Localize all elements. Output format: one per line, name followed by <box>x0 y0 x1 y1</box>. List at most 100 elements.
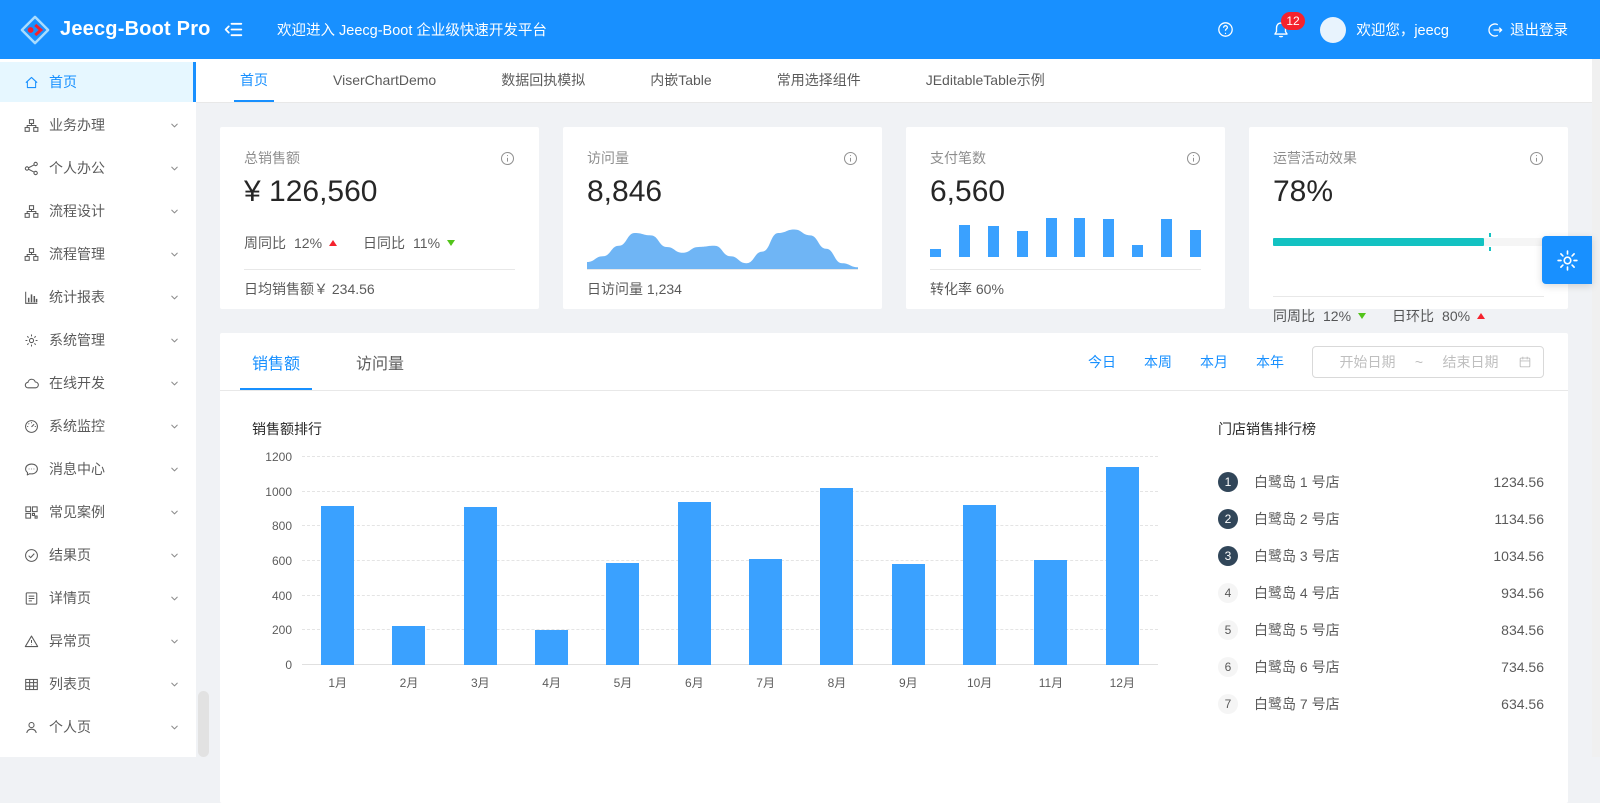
sidebar-item-首页[interactable]: 首页 <box>0 62 196 102</box>
sidebar-item-label: 系统管理 <box>49 330 105 350</box>
table-icon <box>24 677 39 692</box>
mini-bar-3 <box>988 226 999 257</box>
calendar-icon <box>1518 355 1532 369</box>
gear-icon <box>24 333 39 348</box>
chevron-down-icon <box>169 722 180 733</box>
sidebar: 首页业务办理个人办公流程设计流程管理统计报表系统管理在线开发系统监控消息中心常见… <box>0 59 196 757</box>
end-date-placeholder: 结束日期 <box>1427 352 1514 372</box>
logout-button[interactable]: 退出登录 <box>1487 19 1568 40</box>
home-icon <box>24 75 39 90</box>
sidebar-item-label: 详情页 <box>49 588 91 608</box>
x-tick-2月: 2月 <box>373 674 444 691</box>
page-tab-JEditableTable示例[interactable]: JEditableTable示例 <box>926 59 1045 102</box>
help-icon[interactable] <box>1217 21 1234 38</box>
sidebar-item-个人页[interactable]: 个人页 <box>0 707 196 747</box>
rank-store-name: 白鹭岛 6 号店 <box>1254 657 1340 677</box>
info-icon[interactable] <box>1186 151 1201 166</box>
y-tick-200: 200 <box>252 623 292 637</box>
sidebar-item-系统管理[interactable]: 系统管理 <box>0 320 196 360</box>
notifications-button[interactable]: 12 <box>1272 21 1290 39</box>
mini-bar-6 <box>1074 218 1085 257</box>
sidebar-item-业务办理[interactable]: 业务办理 <box>0 105 196 145</box>
sidebar-item-label: 系统监控 <box>49 416 105 436</box>
bar-11月 <box>1034 560 1067 665</box>
y-tick-600: 600 <box>252 554 292 568</box>
card-title: 运营活动效果 <box>1273 148 1357 168</box>
panel-tab-销售额[interactable]: 销售额 <box>252 333 300 390</box>
cloud-icon <box>24 376 39 391</box>
chevron-down-icon <box>169 636 180 647</box>
user-greeting[interactable]: 欢迎您，jeecg <box>1356 19 1449 40</box>
rank-store-value: 1134.56 <box>1494 511 1544 527</box>
page-tab-数据回执模拟[interactable]: 数据回执模拟 <box>501 59 585 102</box>
rank-store-name: 白鹭岛 1 号店 <box>1254 472 1340 492</box>
info-icon[interactable] <box>1529 151 1544 166</box>
y-tick-400: 400 <box>252 589 292 603</box>
page-tab-ViserChartDemo[interactable]: ViserChartDemo <box>333 59 436 102</box>
chevron-down-icon <box>169 335 180 346</box>
visits-area-chart <box>587 211 858 269</box>
date-range-picker[interactable]: 开始日期 ~ 结束日期 <box>1312 346 1544 378</box>
card-footer-text: 日均销售额￥ 234.56 <box>244 281 375 297</box>
card-value: 8,846 <box>587 173 858 211</box>
page-tab-内嵌Table[interactable]: 内嵌Table <box>650 59 711 102</box>
start-date-placeholder: 开始日期 <box>1324 352 1411 372</box>
settings-button[interactable] <box>1542 236 1592 284</box>
sidebar-scrollbar-thumb[interactable] <box>198 691 209 757</box>
sidebar-item-流程设计[interactable]: 流程设计 <box>0 191 196 231</box>
chart-title: 销售额排行 <box>252 419 1162 441</box>
quick-range-本年[interactable]: 本年 <box>1256 352 1284 372</box>
gear-icon <box>1556 249 1579 272</box>
welcome-message: 欢迎进入 Jeecg-Boot 企业级快速开发平台 <box>277 19 547 40</box>
sidebar-item-结果页[interactable]: 结果页 <box>0 535 196 575</box>
mini-bar-1 <box>930 249 941 257</box>
bar-6月 <box>678 502 711 665</box>
quick-range-本月[interactable]: 本月 <box>1200 352 1228 372</box>
bar-3月 <box>464 507 497 665</box>
info-icon[interactable] <box>500 151 515 166</box>
sidebar-item-异常页[interactable]: 异常页 <box>0 621 196 661</box>
avatar[interactable] <box>1320 17 1346 43</box>
mini-bar-9 <box>1161 219 1172 257</box>
y-tick-1000: 1000 <box>252 485 292 499</box>
sidebar-item-系统监控[interactable]: 系统监控 <box>0 406 196 446</box>
bar-7月 <box>749 559 782 665</box>
activity-progress-bar <box>1273 238 1544 246</box>
rank-badge: 1 <box>1218 472 1238 492</box>
sidebar-item-流程管理[interactable]: 流程管理 <box>0 234 196 274</box>
page-tab-常用选择组件[interactable]: 常用选择组件 <box>777 59 861 102</box>
sidebar-item-统计报表[interactable]: 统计报表 <box>0 277 196 317</box>
app-logo[interactable]: Jeecg-Boot Pro <box>0 15 196 45</box>
bar-2月 <box>392 626 425 665</box>
chevron-down-icon <box>169 292 180 303</box>
user-icon <box>24 720 39 735</box>
payments-mini-bar-chart <box>930 211 1201 257</box>
page-scrollbar[interactable] <box>1592 59 1600 757</box>
bar-4月 <box>535 630 568 665</box>
info-icon[interactable] <box>843 151 858 166</box>
menu-fold-icon[interactable] <box>224 20 243 39</box>
sidebar-item-详情页[interactable]: 详情页 <box>0 578 196 618</box>
quick-range-今日[interactable]: 今日 <box>1088 352 1116 372</box>
panel-tab-访问量[interactable]: 访问量 <box>356 333 404 390</box>
bar-1月 <box>321 506 354 665</box>
card-title: 访问量 <box>587 148 629 168</box>
quick-range-links: 今日 本周 本月 本年 <box>1060 352 1284 372</box>
sidebar-item-常见案例[interactable]: 常见案例 <box>0 492 196 532</box>
brand-title: Jeecg-Boot Pro <box>60 18 211 41</box>
sidebar-item-label: 流程设计 <box>49 201 105 221</box>
brand-diamond-icon <box>20 15 50 45</box>
sidebar-item-列表页[interactable]: 列表页 <box>0 664 196 704</box>
sidebar-item-在线开发[interactable]: 在线开发 <box>0 363 196 403</box>
page-tab-首页[interactable]: 首页 <box>240 59 268 102</box>
sidebar-item-消息中心[interactable]: 消息中心 <box>0 449 196 489</box>
caret-up-icon <box>1477 313 1485 319</box>
quick-range-本周[interactable]: 本周 <box>1144 352 1172 372</box>
sidebar-item-个人办公[interactable]: 个人办公 <box>0 148 196 188</box>
chevron-down-icon <box>169 421 180 432</box>
rank-store-name: 白鹭岛 2 号店 <box>1254 509 1340 529</box>
